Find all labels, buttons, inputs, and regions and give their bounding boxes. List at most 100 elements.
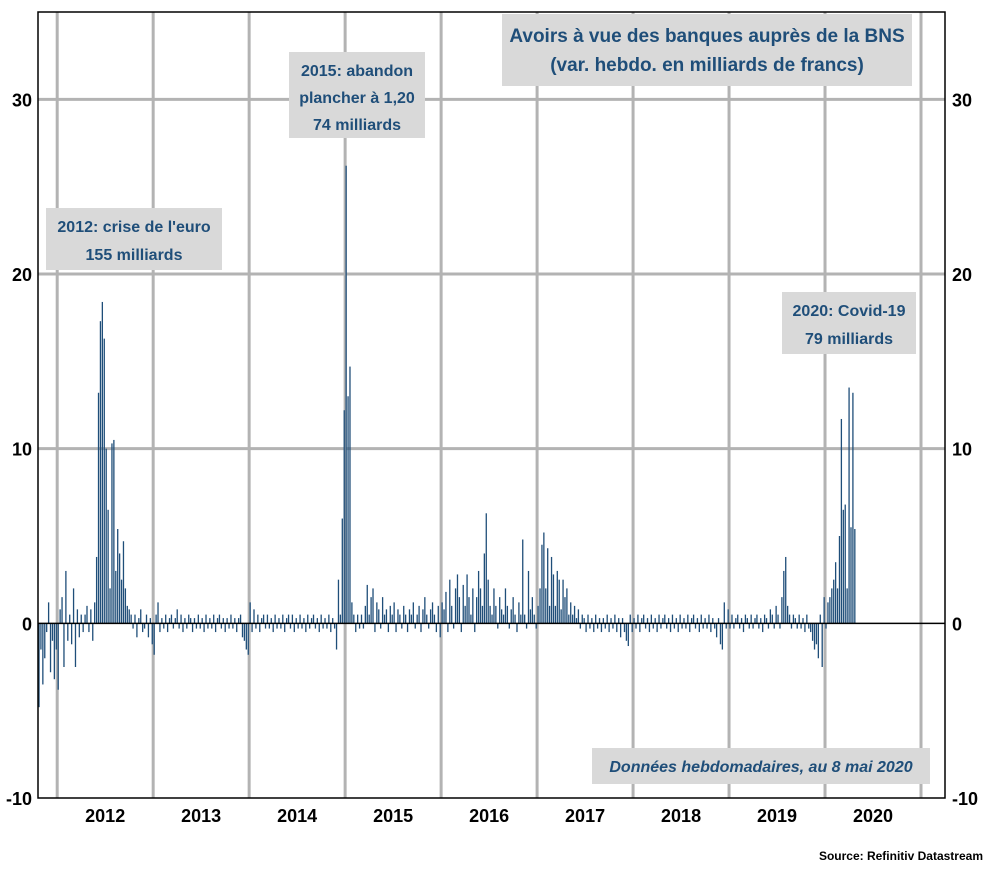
bar — [522, 539, 524, 624]
bar — [520, 614, 522, 624]
bar — [721, 623, 724, 650]
bar — [172, 623, 175, 629]
bar — [299, 614, 301, 624]
bar — [516, 623, 518, 633]
bar — [168, 618, 171, 624]
bar — [748, 623, 750, 629]
bar — [762, 623, 764, 633]
bar — [591, 618, 593, 624]
bar — [541, 544, 543, 624]
bar — [95, 556, 98, 624]
bar — [318, 623, 320, 633]
bar — [616, 623, 618, 633]
bar — [145, 614, 148, 624]
bar — [479, 588, 482, 624]
bar — [524, 614, 526, 624]
bar — [211, 623, 213, 629]
bar — [712, 618, 714, 624]
bar — [464, 605, 466, 624]
bar — [746, 618, 748, 624]
bar — [360, 614, 363, 624]
bar — [439, 623, 441, 638]
bar — [381, 597, 384, 624]
bar — [558, 579, 560, 624]
bar — [562, 579, 564, 624]
bar — [103, 338, 105, 624]
bar — [236, 623, 238, 633]
bar — [143, 623, 146, 629]
bar — [714, 623, 716, 629]
bar — [255, 623, 257, 629]
bar — [404, 614, 407, 624]
bar — [554, 605, 557, 624]
bar — [222, 618, 224, 624]
bar — [621, 618, 624, 624]
bar — [174, 618, 176, 624]
bar — [460, 623, 462, 633]
bar — [282, 614, 284, 624]
bar — [573, 605, 576, 624]
bar — [629, 614, 631, 624]
bar — [349, 366, 351, 624]
bar — [527, 570, 530, 624]
gridlines — [38, 12, 945, 798]
bar — [689, 623, 691, 633]
bar — [237, 618, 240, 624]
bar — [163, 623, 165, 629]
bar — [401, 623, 403, 629]
bar — [844, 504, 846, 624]
bar — [476, 597, 478, 624]
bar — [437, 605, 439, 624]
bar — [136, 623, 138, 638]
bar — [191, 623, 194, 633]
bar — [491, 614, 493, 624]
bar — [725, 623, 727, 629]
bar — [719, 623, 722, 645]
bar — [656, 623, 658, 633]
bar — [545, 588, 547, 624]
bar — [165, 614, 167, 624]
bar — [758, 623, 760, 629]
bar — [811, 623, 814, 641]
bar — [97, 392, 100, 624]
bar — [462, 584, 464, 624]
bar — [654, 618, 656, 624]
bar — [623, 623, 626, 633]
bar — [213, 614, 215, 624]
bar — [650, 614, 653, 624]
bar — [564, 597, 566, 624]
bar — [731, 614, 733, 624]
bar — [345, 165, 347, 624]
bar — [487, 579, 489, 624]
bar — [207, 623, 209, 629]
y-tick-label: -10 — [952, 789, 978, 809]
bar — [589, 623, 591, 629]
annotation-text: 79 milliards — [805, 331, 893, 348]
annotation-text: plancher à 1,20 — [299, 90, 415, 107]
bar — [126, 605, 128, 624]
bar — [575, 618, 578, 624]
bar — [80, 614, 82, 624]
x-tick-label: 2017 — [565, 806, 605, 826]
bar — [829, 597, 831, 624]
bar — [61, 597, 63, 624]
x-axis: 2012 2013 2014 2015 2016 2017 2018 2019 2020 — [85, 806, 893, 826]
bar — [773, 623, 775, 629]
bar — [214, 623, 217, 633]
bar — [410, 614, 413, 624]
x-tick-label: 2013 — [181, 806, 221, 826]
bar — [700, 614, 702, 624]
bar — [644, 623, 647, 629]
bar — [618, 618, 620, 624]
bar — [353, 614, 355, 624]
bar — [130, 614, 132, 624]
bar — [44, 623, 46, 659]
bar — [416, 614, 418, 624]
bar — [727, 609, 729, 624]
bar — [681, 623, 683, 629]
bar — [466, 574, 468, 624]
bar — [673, 623, 676, 629]
bar — [224, 623, 226, 633]
bar — [284, 623, 286, 633]
bar — [765, 618, 768, 624]
